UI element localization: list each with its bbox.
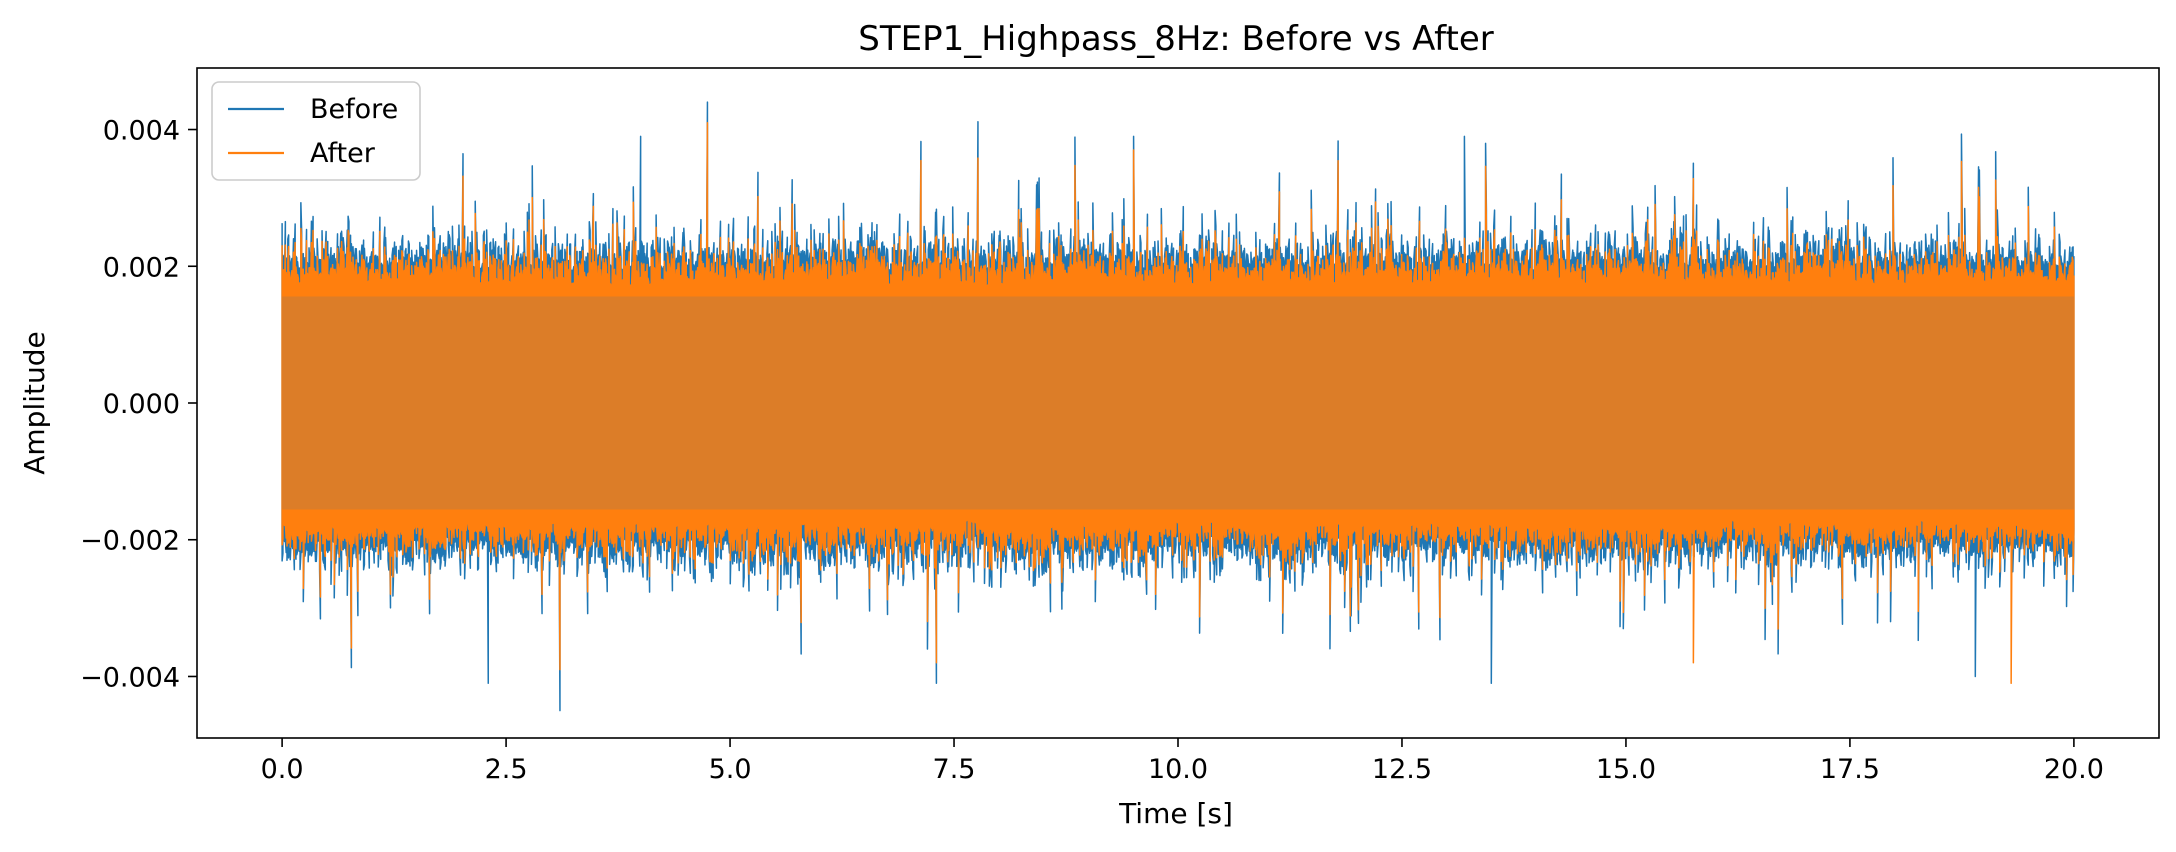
x-axis-label: Time [s] <box>1118 797 1233 830</box>
y-axis-label: Amplitude <box>18 331 51 475</box>
legend-label-after: After <box>310 138 376 169</box>
series-after-line <box>281 121 2075 685</box>
x-tick-label: 20.0 <box>2044 754 2104 785</box>
x-tick-label: 5.0 <box>709 754 752 785</box>
x-tick-label: 15.0 <box>1596 754 1656 785</box>
x-tick-label: 7.5 <box>933 754 976 785</box>
y-axis: −0.004 −0.002 0.000 0.002 0.004 <box>80 116 197 693</box>
x-tick-label: 17.5 <box>1820 754 1880 785</box>
y-tick-label: 0.002 <box>103 252 180 283</box>
y-tick-label: −0.002 <box>80 526 180 557</box>
series-overlap-band <box>282 296 2074 510</box>
legend-label-before: Before <box>310 94 398 125</box>
chart-title: STEP1_Highpass_8Hz: Before vs After <box>858 19 1494 59</box>
x-tick-label: 10.0 <box>1148 754 1208 785</box>
y-tick-label: −0.004 <box>80 662 180 693</box>
legend-box <box>211 81 421 181</box>
series-layer <box>281 101 2075 712</box>
x-tick-label: 0.0 <box>261 754 304 785</box>
x-axis: 0.0 2.5 5.0 7.5 10.0 12.5 15.0 17.5 20.0 <box>261 738 2104 785</box>
y-tick-label: 0.000 <box>103 389 180 420</box>
legend: Before After <box>211 81 421 181</box>
y-tick-label: 0.004 <box>103 116 180 147</box>
x-tick-label: 2.5 <box>485 754 528 785</box>
series-before-line <box>281 101 2075 712</box>
x-tick-label: 12.5 <box>1372 754 1432 785</box>
